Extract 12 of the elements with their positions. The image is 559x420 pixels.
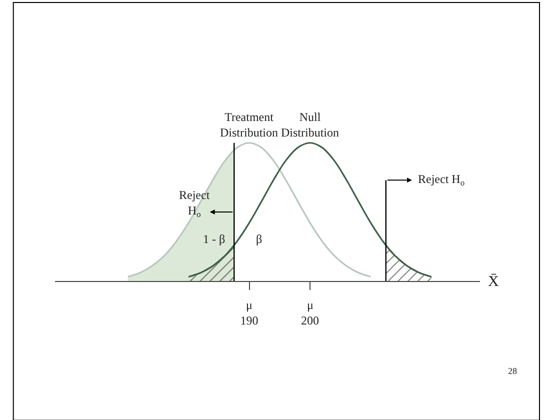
series-label: Null Distribution xyxy=(281,110,340,140)
x-tick-label: 190 xyxy=(240,313,258,328)
text: μ xyxy=(246,298,252,312)
series-label: Treatment Distribution xyxy=(220,110,278,140)
text: 28 xyxy=(508,366,518,376)
annotation: 1 - β xyxy=(203,232,226,246)
ref-line-label: Reject H$_{o}$ xyxy=(179,188,210,220)
annotation: β xyxy=(256,232,262,246)
x-axis-title: X̄ xyxy=(488,273,499,290)
ref-line-label: Reject H$_{o}$ xyxy=(418,172,465,188)
text: μ xyxy=(307,298,314,312)
x-tick-label: 200 xyxy=(301,313,319,328)
